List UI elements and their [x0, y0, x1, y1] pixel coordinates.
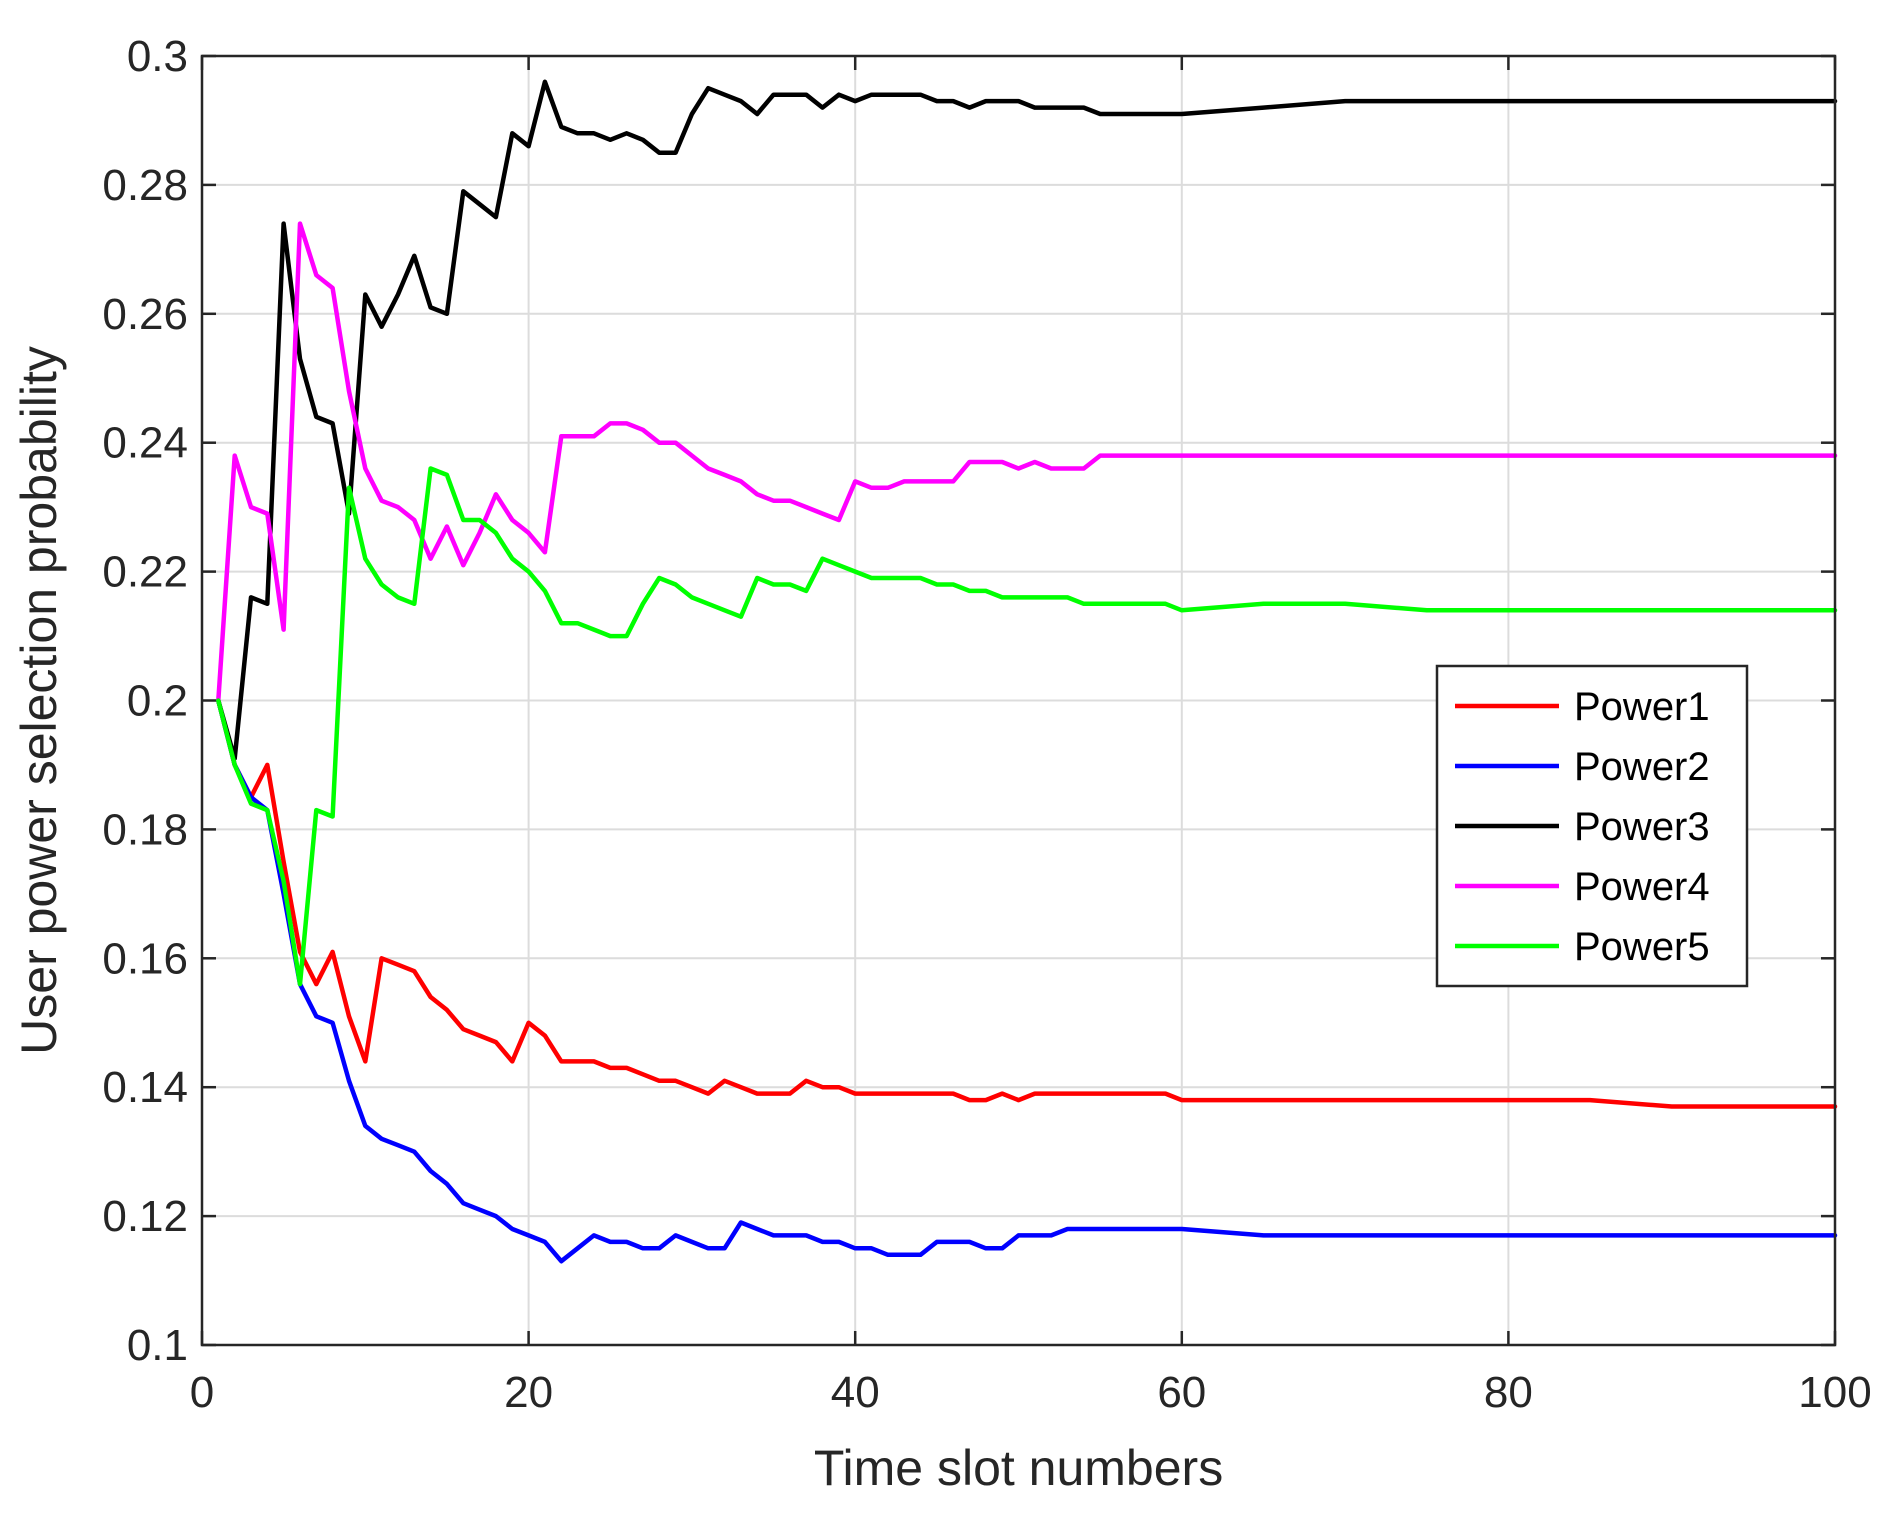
x-tick-label: 100 [1798, 1368, 1871, 1417]
y-tick-label: 0.16 [102, 934, 188, 983]
y-tick-label: 0.2 [127, 677, 188, 726]
y-tick-label: 0.14 [102, 1063, 188, 1112]
legend: Power1 Power2 Power3 Power4 Power5 [1435, 664, 1749, 988]
y-tick-label: 0.18 [102, 805, 188, 854]
y-axis-label: User power selection probability [11, 346, 67, 1055]
series-lines [216, 79, 1838, 1264]
series-line-power2 [216, 698, 1838, 1264]
y-tick-label: 0.28 [102, 161, 188, 210]
x-axis-label: Time slot numbers [814, 1440, 1223, 1496]
legend-label-power2: Power2 [1574, 745, 1710, 789]
x-tick-label: 20 [504, 1368, 553, 1417]
y-tick-label: 0.3 [127, 32, 188, 81]
y-tick-label: 0.1 [127, 1321, 188, 1370]
legend-label-power4: Power4 [1574, 865, 1710, 909]
x-tick-label: 40 [831, 1368, 880, 1417]
axis-ticks: 0 20 40 60 80 100 0.1 0.12 0.14 0.16 0.18 0.2 0.22 0.… [102, 32, 1871, 1417]
x-tick-label: 60 [1157, 1368, 1206, 1417]
y-tick-label: 0.24 [102, 419, 188, 468]
legend-label-power1: Power1 [1574, 685, 1710, 729]
series-line-power3 [216, 79, 1838, 761]
series-line-power1 [216, 698, 1838, 1109]
legend-label-power3: Power3 [1574, 805, 1710, 849]
x-tick-label: 0 [190, 1368, 214, 1417]
y-tick-label: 0.22 [102, 548, 188, 597]
series-line-power4 [216, 221, 1838, 703]
legend-label-power5: Power5 [1574, 925, 1710, 969]
x-tick-label: 80 [1484, 1368, 1533, 1417]
series-line-power5 [216, 466, 1838, 987]
y-tick-label: 0.26 [102, 290, 188, 339]
y-tick-label: 0.12 [102, 1192, 188, 1241]
